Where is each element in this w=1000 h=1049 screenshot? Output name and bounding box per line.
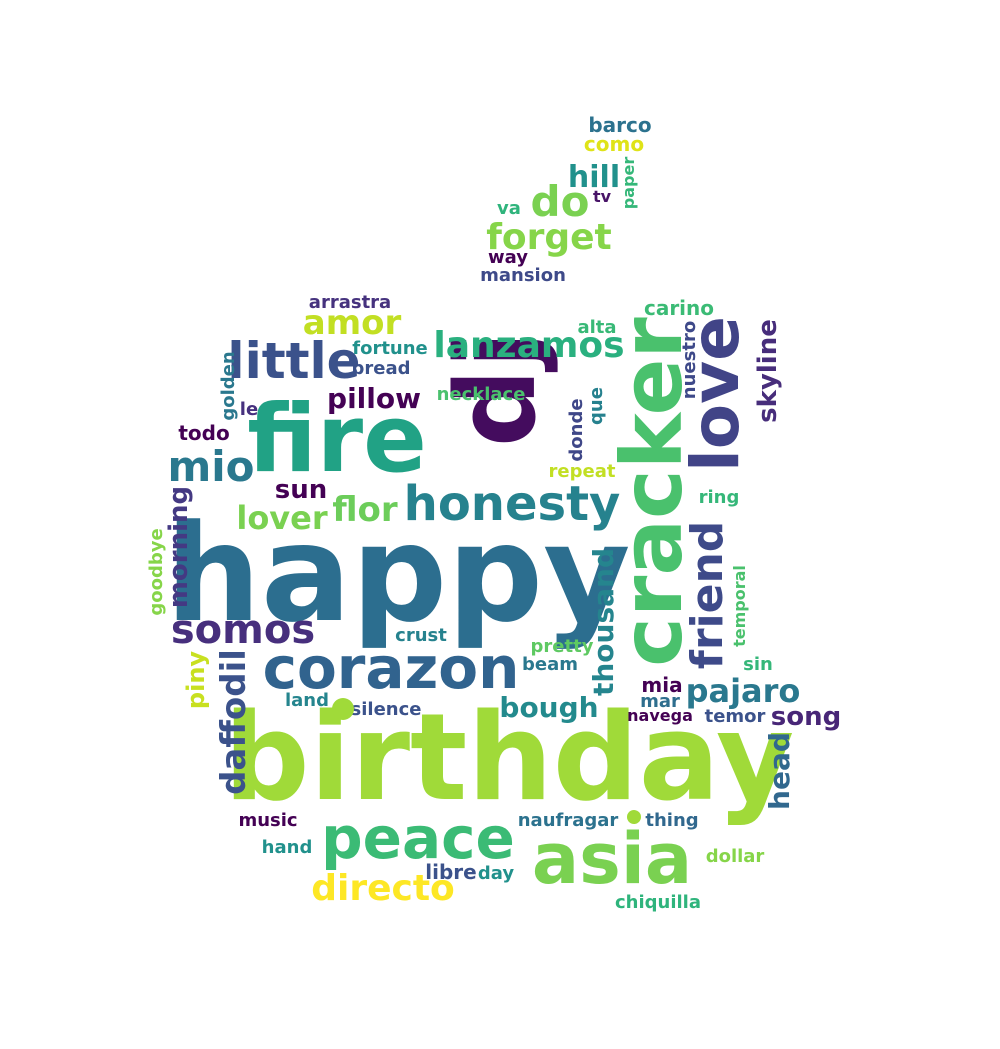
word-lover: lover — [236, 499, 328, 537]
word-thousand: thousand — [587, 547, 620, 697]
word-pajaro: pajaro — [685, 672, 801, 710]
word-friend: friend — [682, 520, 733, 670]
word-morning: morning — [164, 485, 194, 609]
word-hill: hill — [567, 160, 621, 195]
word-mar: mar — [640, 691, 680, 712]
word-land: land — [284, 690, 330, 711]
word-le: le — [239, 399, 259, 420]
word-lanzamos: lanzamos — [433, 325, 625, 366]
word-silence: silence — [350, 699, 422, 720]
word-chiquilla: chiquilla — [614, 892, 702, 913]
word-pillow: pillow — [327, 382, 421, 415]
word-daffodil: daffodil — [214, 649, 254, 795]
word-thing: thing — [645, 810, 699, 831]
word-va: va — [497, 198, 521, 219]
word-fortune: fortune — [352, 338, 428, 359]
word-skyline: skyline — [753, 319, 783, 423]
word-que: que — [586, 387, 607, 425]
word-pretty: pretty — [530, 636, 594, 657]
word-hand: hand — [261, 837, 313, 858]
word-day: day — [477, 863, 515, 884]
word-dollar: dollar — [705, 846, 765, 867]
word-mansion: mansion — [480, 265, 566, 286]
word-golden: golden — [218, 351, 239, 421]
word-happy: happy — [165, 496, 631, 652]
word-ring: ring — [698, 487, 740, 508]
word-como: como — [583, 132, 645, 156]
word-asia: asia — [531, 818, 693, 900]
word-temporal: temporal — [730, 565, 749, 647]
word-arrastra: arrastra — [308, 292, 392, 313]
word-sun: sun — [274, 475, 328, 505]
word-little: little — [227, 332, 361, 390]
word-somos: somos — [170, 607, 316, 653]
word-flor: flor — [332, 490, 398, 530]
word-sin: sin — [743, 654, 773, 675]
word-piny: piny — [182, 650, 210, 710]
word-paper: paper — [619, 156, 638, 210]
word-do: do — [530, 177, 590, 226]
dot-marker — [332, 698, 354, 720]
word-crust: crust — [395, 625, 447, 646]
word-donde: donde — [566, 398, 587, 462]
word-forget: forget — [486, 217, 612, 258]
word-navega: navega — [627, 706, 693, 725]
word-honesty: honesty — [403, 476, 621, 532]
word-beam: beam — [522, 654, 578, 675]
word-naufragar: naufragar — [517, 810, 619, 831]
word-tv: tv — [592, 187, 612, 206]
word-mio: mio — [167, 442, 255, 491]
word-libre: libre — [425, 860, 477, 884]
word-song: song — [770, 702, 842, 732]
word-necklace: necklace — [436, 384, 526, 405]
word-carino: carino — [643, 296, 715, 320]
word-directo: directo — [311, 868, 455, 909]
word-alta: alta — [577, 317, 617, 338]
word-mia: mia — [641, 673, 683, 697]
word-amor: amor — [302, 303, 402, 343]
word-birthday: birthday — [223, 689, 795, 828]
word-way: way — [488, 247, 528, 268]
word-fire: fire — [247, 385, 427, 494]
word-temor: temor — [704, 706, 766, 727]
word-corazon: corazon — [262, 634, 520, 702]
word-bough: bough — [499, 691, 599, 724]
word-music: music — [238, 810, 298, 831]
word-head: head — [763, 732, 796, 810]
word-barco: barco — [588, 113, 652, 137]
word-repeat: repeat — [548, 461, 616, 482]
dot-marker — [627, 810, 641, 824]
word-nuestro: nuestro — [679, 320, 700, 400]
word-bread: bread — [351, 358, 411, 379]
word-peace: peace — [321, 804, 515, 872]
word-goodbye: goodbye — [146, 528, 167, 616]
word-todo: todo — [178, 421, 230, 445]
